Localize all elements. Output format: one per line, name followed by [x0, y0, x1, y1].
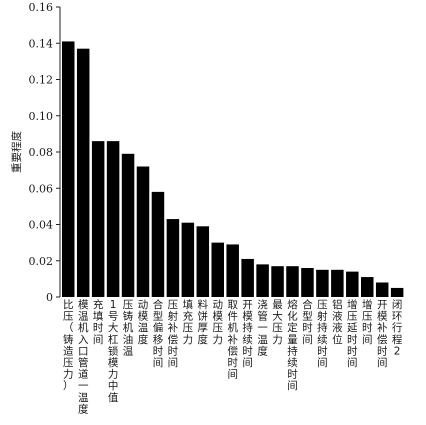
- bar: [121, 153, 135, 297]
- bar: [346, 271, 359, 297]
- x-category-label: 开模补偿时间: [377, 299, 388, 369]
- x-category-label: 浇管一温度: [257, 298, 268, 357]
- bar: [91, 141, 105, 297]
- x-category-label: 1 号大杠锁模力中值: [108, 299, 119, 404]
- bars-group: [62, 41, 404, 297]
- x-category-label: 压铸机油温: [123, 299, 134, 357]
- y-tick-label: 0.06: [29, 182, 54, 195]
- y-tick-label: 0.08: [29, 146, 54, 159]
- y-axis: 0 0.02 0.04 0.06 0.08 0.10 0.12 0.14 0.16: [29, 1, 61, 304]
- y-tick-label: 0.02: [29, 255, 54, 268]
- y-tick-label: 0.12: [29, 74, 54, 87]
- x-category-label: 动模温度: [138, 299, 149, 346]
- bar: [226, 244, 239, 297]
- y-tick-label: 0.14: [29, 37, 54, 50]
- x-category-label: 增压延时时间: [347, 298, 358, 369]
- x-category-label: 模温机入口管道一温度: [78, 299, 89, 415]
- x-category-label: 压射补偿时间: [168, 299, 179, 369]
- x-category-label: 压射持续时间: [317, 299, 328, 369]
- x-category-label: 比压（铸造压力）: [63, 298, 74, 392]
- bar: [166, 219, 180, 297]
- bar: [151, 191, 165, 297]
- x-category-label: 铝液液位: [332, 298, 343, 346]
- x-category-label: 合型时间: [302, 298, 313, 346]
- x-category-label: 增压时间: [362, 298, 373, 346]
- y-tick-label: 0.04: [29, 219, 54, 232]
- bar: [196, 226, 210, 297]
- y-tick-label: 0.10: [29, 110, 54, 123]
- x-category-label: 熔化定量持续时间: [287, 298, 298, 392]
- bar: [181, 222, 195, 297]
- x-category-label: 取件机补偿时间: [227, 299, 238, 381]
- bar: [271, 266, 284, 297]
- bar: [256, 264, 269, 297]
- bar: [136, 166, 150, 297]
- bar: [76, 48, 90, 297]
- bar: [106, 141, 120, 297]
- bar: [62, 41, 75, 297]
- y-tick-label: 0.16: [29, 1, 54, 14]
- y-axis-label: 重要程度: [10, 131, 23, 173]
- x-category-label: 料饼厚度: [198, 298, 209, 346]
- bar: [211, 242, 224, 297]
- bar: [301, 268, 314, 297]
- bar: [390, 287, 404, 297]
- x-category-label: 开模持续时间: [242, 299, 253, 369]
- x-category-label: 合型偏移时间: [153, 298, 164, 369]
- x-category-label: 闭环行程 2: [392, 298, 403, 357]
- bar: [375, 282, 389, 297]
- x-category-label: 最大压力: [272, 299, 283, 346]
- bar: [316, 269, 329, 297]
- x-category-label: 填充压力: [183, 298, 194, 346]
- bar: [286, 266, 299, 297]
- bar: [241, 258, 254, 297]
- x-category-label: 动模压力: [213, 299, 224, 346]
- y-tick-label: 0: [46, 291, 53, 304]
- bar: [331, 269, 344, 297]
- x-category-label: 充填时间: [93, 298, 104, 346]
- bar: [361, 277, 374, 297]
